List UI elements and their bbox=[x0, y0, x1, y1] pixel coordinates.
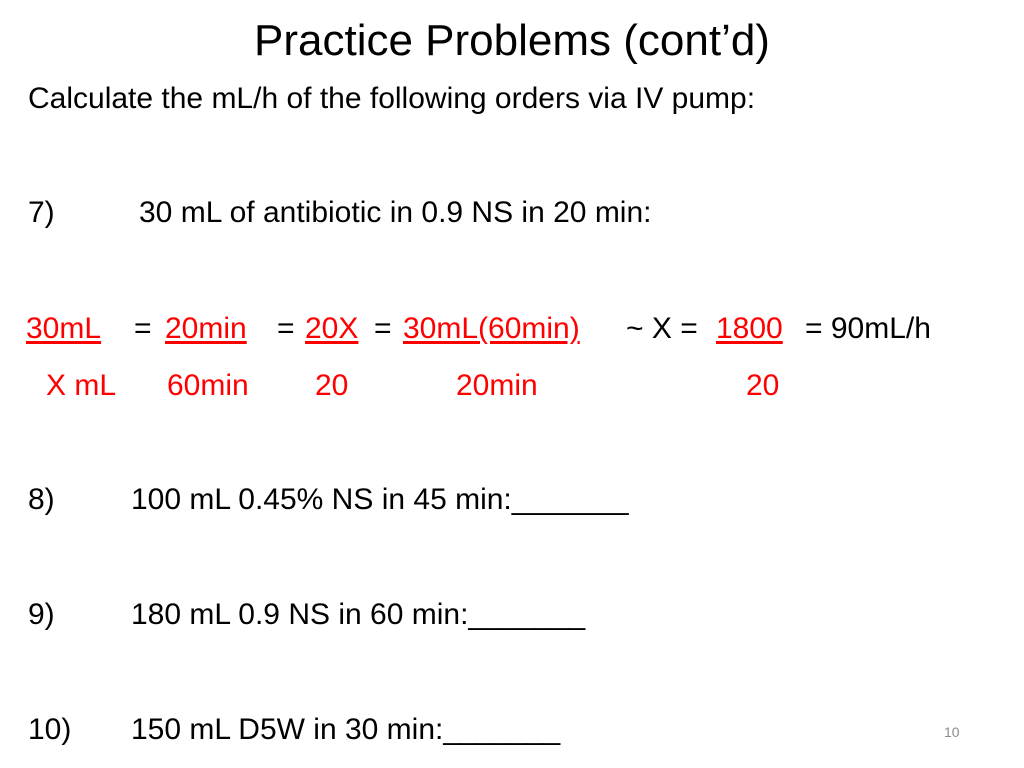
problem-number: 8) bbox=[28, 483, 55, 516]
solution-denominator: 20 bbox=[315, 369, 349, 402]
instruction-text: Calculate the mL/h of the following orde… bbox=[28, 82, 756, 115]
solution-numerator: 20min bbox=[165, 312, 247, 345]
problem-text: 30 mL of antibiotic in 0.9 NS in 20 min: bbox=[139, 196, 652, 229]
slide-title: Practice Problems (cont’d) bbox=[254, 16, 770, 65]
solution-numerator: 20X bbox=[305, 312, 359, 345]
problem-text: 180 mL 0.9 NS in 60 min:_______ bbox=[131, 598, 586, 631]
slide-number: 10 bbox=[944, 724, 960, 740]
problem-text: 150 mL D5W in 30 min:_______ bbox=[131, 713, 561, 746]
solution-operator: ~ X = bbox=[626, 312, 698, 345]
solution-result: = 90mL/h bbox=[805, 312, 931, 345]
solution-denominator: X mL bbox=[46, 369, 117, 402]
problem-number: 7) bbox=[28, 196, 55, 229]
problem-text: 100 mL 0.45% NS in 45 min:_______ bbox=[131, 483, 629, 516]
solution-denominator: 20min bbox=[456, 369, 538, 402]
solution-numerator: 1800 bbox=[716, 312, 783, 345]
solution-denominator: 20 bbox=[746, 369, 780, 402]
solution-operator: = bbox=[134, 312, 152, 345]
solution-numerator: 30mL(60min) bbox=[403, 312, 580, 345]
solution-operator: = bbox=[277, 312, 295, 345]
solution-operator: = bbox=[374, 312, 392, 345]
problem-number: 9) bbox=[28, 598, 55, 631]
solution-numerator: 30mL bbox=[26, 312, 102, 345]
solution-denominator: 60min bbox=[167, 369, 249, 402]
problem-number: 10) bbox=[28, 713, 72, 746]
